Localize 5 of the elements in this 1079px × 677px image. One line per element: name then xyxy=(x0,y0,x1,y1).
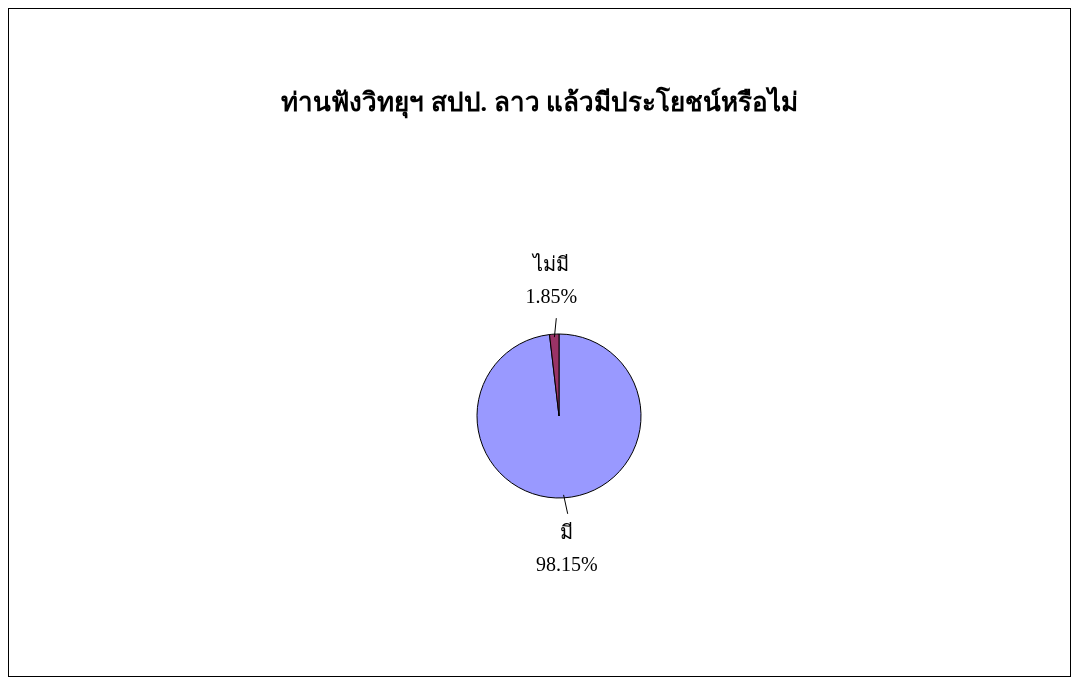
slice-label: ไม่มี xyxy=(531,253,570,276)
data-label: 1.85% xyxy=(525,285,578,308)
data-label: 98.15% xyxy=(535,553,598,576)
slice-label: มี xyxy=(560,521,574,544)
chart-title: ท่านฟังวิทยุฯ สปป. ลาว แล้วมีประโยชน์หรือไม่ xyxy=(281,85,798,119)
